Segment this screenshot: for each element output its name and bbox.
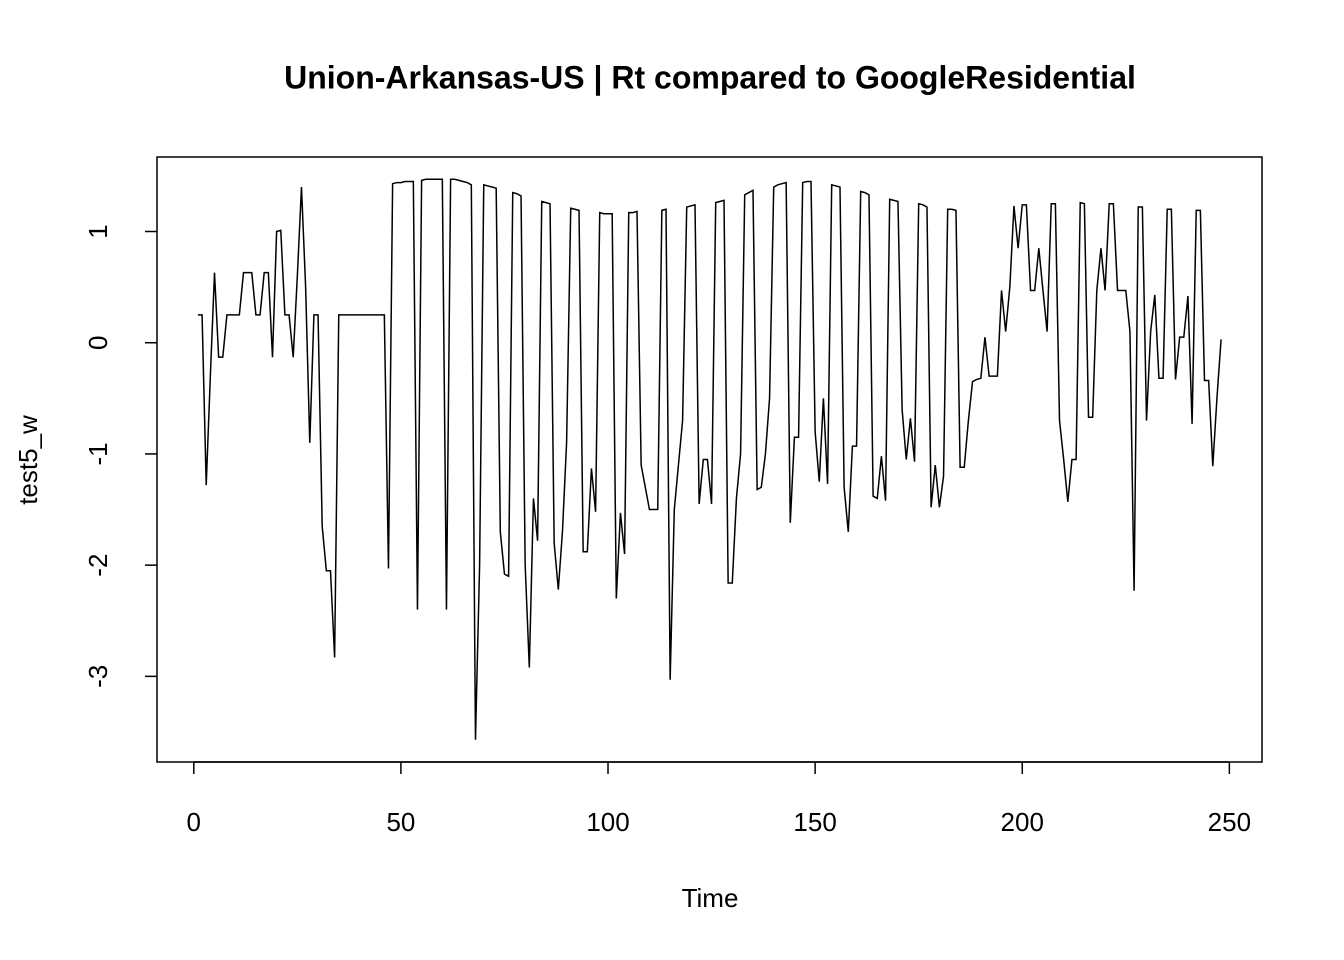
data-line bbox=[197, 178, 1222, 740]
y-tick-label: -2 bbox=[83, 554, 113, 577]
y-tick-label: 1 bbox=[83, 224, 113, 238]
x-tick-label: 150 bbox=[793, 807, 836, 837]
x-tick-label: 100 bbox=[586, 807, 629, 837]
chart-title: Union-Arkansas-US | Rt compared to Googl… bbox=[284, 59, 1136, 95]
x-tick-label: 50 bbox=[386, 807, 415, 837]
x-tick-label: 0 bbox=[187, 807, 201, 837]
y-tick-label: 0 bbox=[83, 335, 113, 349]
x-tick-label: 200 bbox=[1001, 807, 1044, 837]
y-axis-label: test5_w bbox=[13, 415, 43, 505]
x-tick-label: 250 bbox=[1208, 807, 1251, 837]
y-tick-label: -1 bbox=[83, 442, 113, 465]
y-tick-label: -3 bbox=[83, 665, 113, 688]
x-axis-label: Time bbox=[682, 883, 739, 913]
